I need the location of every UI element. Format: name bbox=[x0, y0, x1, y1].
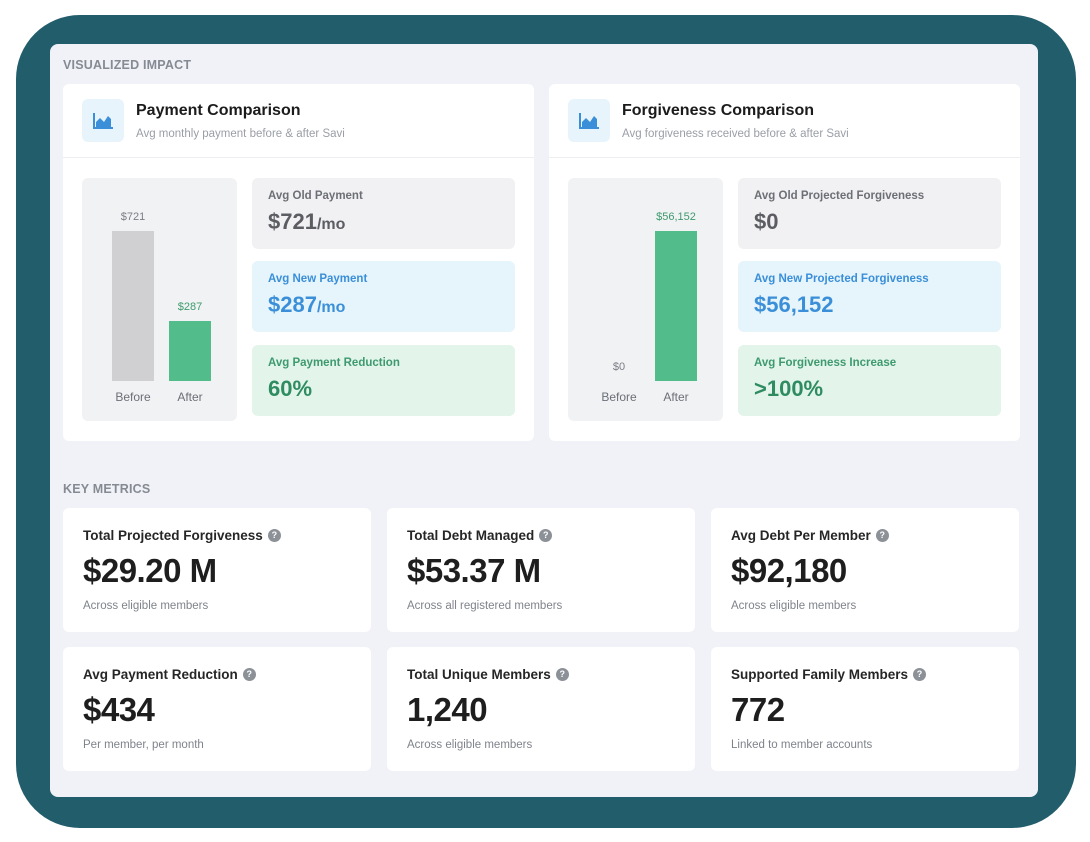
question-circle-icon[interactable]: ? bbox=[555, 668, 569, 681]
stat-label: Avg New Projected Forgiveness bbox=[754, 273, 929, 285]
metric-card-total-unique-members: Total Unique Members? 1,240 Across eligi… bbox=[387, 647, 695, 771]
bar-after bbox=[169, 321, 211, 381]
forgiveness-bar-chart: $0 $56,152 Before After bbox=[568, 178, 723, 421]
metric-value: $92,180 bbox=[731, 552, 847, 589]
metric-label: Total Projected Forgiveness? bbox=[83, 528, 281, 543]
stat-label: Avg Payment Reduction bbox=[268, 357, 400, 369]
dashboard-screen: VISUALIZED IMPACT Payment Comparison Avg… bbox=[50, 44, 1038, 797]
bar-value-before: $721 bbox=[120, 211, 146, 223]
metric-value: $53.37 M bbox=[407, 552, 541, 589]
metric-value: $434 bbox=[83, 691, 155, 728]
bar-label-after: After bbox=[663, 390, 689, 404]
metric-label: Supported Family Members? bbox=[731, 667, 927, 682]
card-title: Forgiveness Comparison bbox=[622, 102, 815, 119]
metric-card-total-projected-forgiveness: Total Projected Forgiveness? $29.20 M Ac… bbox=[63, 508, 371, 632]
card-header: Payment Comparison Avg monthly payment b… bbox=[63, 84, 534, 158]
metric-subtext: Per member, per month bbox=[83, 739, 204, 751]
metric-card-avg-debt-per-member: Avg Debt Per Member? $92,180 Across elig… bbox=[711, 508, 1019, 632]
section-label-key-metrics: KEY METRICS bbox=[63, 482, 151, 496]
metric-value: 1,240 bbox=[407, 691, 488, 728]
question-circle-icon[interactable]: ? bbox=[875, 529, 889, 542]
bar-before bbox=[112, 231, 154, 381]
metric-card-supported-family-members: Supported Family Members? 772 Linked to … bbox=[711, 647, 1019, 771]
question-circle-icon[interactable]: ? bbox=[539, 529, 553, 542]
stat-avg-old-projected-forgiveness: Avg Old Projected Forgiveness $0 bbox=[738, 178, 1001, 249]
bar-label-after: After bbox=[177, 390, 203, 404]
metric-card-total-debt-managed: Total Debt Managed? $53.37 M Across all … bbox=[387, 508, 695, 632]
metric-value: $29.20 M bbox=[83, 552, 217, 589]
bar-value-after: $56,152 bbox=[656, 211, 696, 223]
stat-avg-forgiveness-increase: Avg Forgiveness Increase >100% bbox=[738, 345, 1001, 416]
stat-label: Avg New Payment bbox=[268, 273, 368, 285]
metric-subtext: Linked to member accounts bbox=[731, 739, 873, 751]
bar-after bbox=[655, 231, 697, 381]
stat-label: Avg Forgiveness Increase bbox=[754, 357, 897, 369]
stat-value: 60% bbox=[268, 376, 313, 401]
metric-value: 772 bbox=[731, 691, 785, 728]
metric-label: Total Unique Members? bbox=[407, 667, 569, 682]
bar-value-before: $0 bbox=[612, 361, 626, 373]
metric-card-avg-payment-reduction: Avg Payment Reduction? $434 Per member, … bbox=[63, 647, 371, 771]
card-subtitle: Avg forgiveness received before & after … bbox=[622, 128, 849, 140]
stat-value: $0 bbox=[754, 209, 779, 234]
area-chart-icon bbox=[568, 99, 610, 142]
question-circle-icon[interactable]: ? bbox=[242, 668, 256, 681]
section-label-visualized-impact: VISUALIZED IMPACT bbox=[63, 58, 192, 72]
metric-subtext: Across all registered members bbox=[407, 600, 563, 612]
metric-subtext: Across eligible members bbox=[407, 739, 533, 751]
area-chart-icon bbox=[82, 99, 124, 142]
stat-value: >100% bbox=[754, 376, 824, 401]
stat-avg-old-payment: Avg Old Payment $721/mo bbox=[252, 178, 515, 249]
card-header: Forgiveness Comparison Avg forgiveness r… bbox=[549, 84, 1020, 158]
stat-value: $721/mo bbox=[268, 209, 346, 234]
stat-label: Avg Old Payment bbox=[268, 190, 363, 202]
bar-label-before: Before bbox=[115, 390, 151, 404]
stat-value: $56,152 bbox=[754, 292, 834, 317]
stat-label: Avg Old Projected Forgiveness bbox=[754, 190, 925, 202]
card-title: Payment Comparison bbox=[136, 102, 301, 119]
stat-avg-payment-reduction: Avg Payment Reduction 60% bbox=[252, 345, 515, 416]
stat-value: $287/mo bbox=[268, 292, 346, 317]
bar-label-before: Before bbox=[601, 390, 637, 404]
metric-subtext: Across eligible members bbox=[731, 600, 857, 612]
question-circle-icon[interactable]: ? bbox=[913, 668, 927, 681]
bar-value-after: $287 bbox=[177, 301, 203, 313]
payment-bar-chart: $721 $287 Before After bbox=[82, 178, 237, 421]
payment-comparison-card: Payment Comparison Avg monthly payment b… bbox=[63, 84, 534, 441]
metric-label: Avg Payment Reduction? bbox=[83, 667, 256, 682]
forgiveness-comparison-card: Forgiveness Comparison Avg forgiveness r… bbox=[549, 84, 1020, 441]
metric-label: Total Debt Managed? bbox=[407, 528, 553, 543]
card-subtitle: Avg monthly payment before & after Savi bbox=[136, 128, 345, 140]
metric-subtext: Across eligible members bbox=[83, 600, 209, 612]
stat-avg-new-payment: Avg New Payment $287/mo bbox=[252, 261, 515, 332]
metric-label: Avg Debt Per Member? bbox=[731, 528, 889, 543]
question-circle-icon[interactable]: ? bbox=[267, 529, 281, 542]
stat-avg-new-projected-forgiveness: Avg New Projected Forgiveness $56,152 bbox=[738, 261, 1001, 332]
